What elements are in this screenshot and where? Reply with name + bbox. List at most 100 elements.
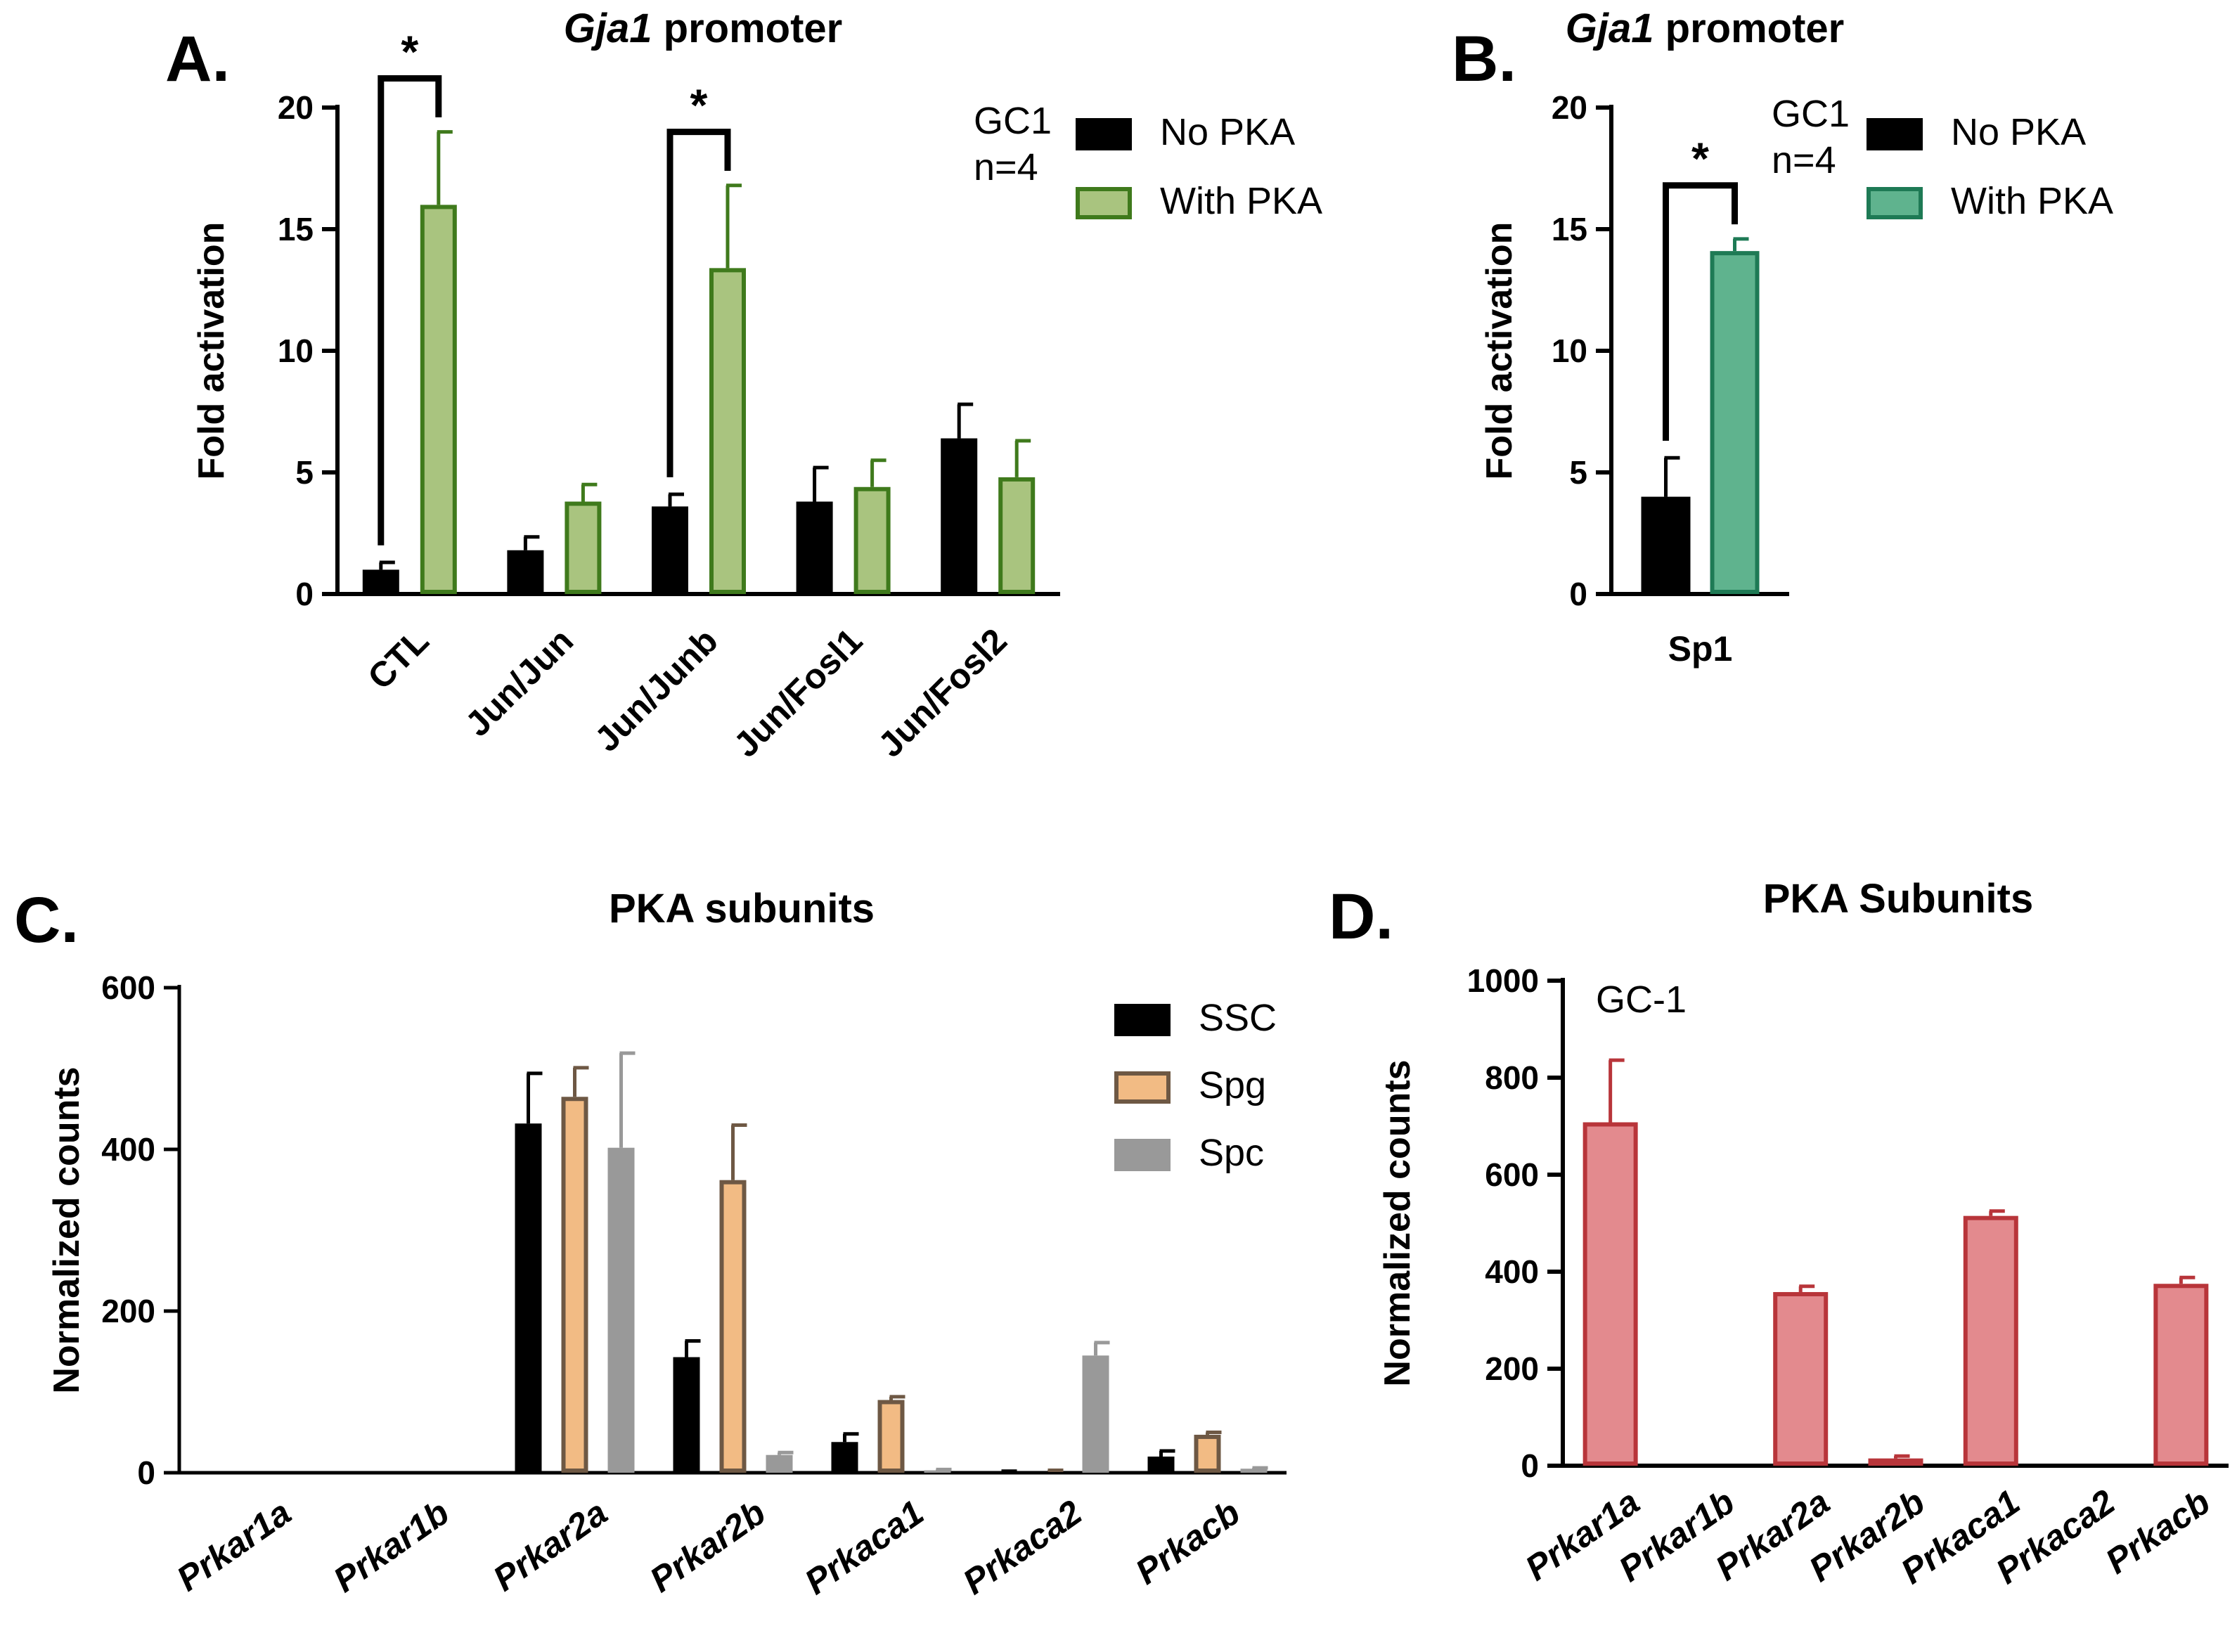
- y-tick-label: 600: [101, 969, 155, 1006]
- bar-ssc: [1147, 1457, 1175, 1473]
- significance-star: *: [401, 26, 418, 77]
- annotation-line: GC-1: [1596, 979, 1687, 1021]
- y-axis-label: Fold activation: [1479, 222, 1520, 480]
- bar-spg: [877, 1400, 905, 1473]
- bar-with-pka: [998, 477, 1036, 594]
- bar-spc: [607, 1147, 635, 1473]
- bar-no-pka: [652, 506, 688, 594]
- y-tick-label: 15: [278, 211, 314, 247]
- legend-swatch: [1114, 1004, 1171, 1036]
- bar-spg: [561, 1097, 588, 1473]
- chart-title: PKA subunits: [609, 886, 875, 931]
- bar-spc: [1240, 1469, 1268, 1473]
- bar-gc-1: [1868, 1458, 1923, 1466]
- significance-star: *: [1691, 134, 1709, 184]
- x-category-label: Prkar1a: [169, 1492, 297, 1599]
- y-tick-label: 10: [1552, 333, 1587, 369]
- panel-letter: B.: [1452, 23, 1516, 95]
- bar-no-pka: [507, 550, 544, 594]
- bar-with-pka: [420, 205, 457, 594]
- chart-title: PKA Subunits: [1763, 876, 2034, 922]
- significance-bracket: [378, 75, 442, 546]
- y-tick-label: 10: [278, 333, 314, 369]
- bar-ssc: [515, 1123, 542, 1473]
- bar-gc-1: [1773, 1291, 1829, 1466]
- annotation: GC-1: [1596, 979, 1687, 1021]
- bar-gc-1: [1582, 1122, 1638, 1466]
- significance-star: *: [690, 80, 708, 131]
- annotation-line: GC1: [974, 100, 1052, 142]
- x-category-label: Jun/Fosl1: [726, 621, 870, 765]
- legend-label: Spg: [1199, 1064, 1266, 1106]
- bar-spc: [766, 1454, 793, 1473]
- bar-spc: [924, 1470, 951, 1473]
- y-tick-label: 20: [278, 89, 314, 126]
- x-category-label: Jun/Junb: [587, 621, 726, 759]
- legend-swatch: [1076, 118, 1132, 150]
- y-axis-label: Normalized counts: [1377, 1059, 1418, 1386]
- y-axis-label: Normalized counts: [46, 1066, 87, 1393]
- bar-with-pka: [709, 268, 746, 594]
- title-italic: Gja1: [1566, 6, 1654, 51]
- bar-spc: [1082, 1355, 1109, 1473]
- title-rest: promoter: [1654, 6, 1845, 51]
- annotation: GC1 n=4: [974, 100, 1052, 188]
- bar-no-pka: [1641, 496, 1691, 594]
- bar-no-pka: [941, 438, 978, 594]
- panel-letter: A.: [165, 23, 230, 95]
- y-tick-label: 15: [1552, 211, 1587, 247]
- bar-no-pka: [362, 569, 399, 594]
- legend-label: No PKA: [1160, 111, 1295, 153]
- y-tick-label: 5: [295, 454, 314, 491]
- y-tick-label: 0: [137, 1454, 155, 1491]
- x-category-label: Prkar2b: [643, 1492, 773, 1600]
- legend-label: With PKA: [1951, 180, 2113, 222]
- panel-3: C. PKA subunits Normalized counts 0 200 400 60…: [14, 884, 1287, 1602]
- legend-swatch: [1076, 187, 1132, 219]
- panel-letter: C.: [14, 884, 79, 956]
- x-category-label: Sp1: [1668, 629, 1733, 669]
- x-category-label: Prkaca2: [956, 1492, 1089, 1602]
- panel-letter: D.: [1329, 881, 1393, 953]
- bar-ssc: [831, 1442, 858, 1473]
- legend-label: Spc: [1199, 1132, 1264, 1174]
- significance-bracket: [1663, 182, 1738, 441]
- legend-label: No PKA: [1951, 111, 2086, 153]
- legend-label: With PKA: [1160, 180, 1322, 222]
- bar-ssc: [673, 1357, 700, 1473]
- y-tick-label: 400: [101, 1131, 155, 1168]
- x-category-label: Prkar1b: [326, 1492, 456, 1600]
- x-category-label: Prkacb: [2099, 1482, 2217, 1582]
- legend-label: SSC: [1199, 997, 1277, 1039]
- y-tick-label: 0: [1521, 1447, 1539, 1484]
- legend-swatch: [1114, 1071, 1171, 1104]
- x-category-label: CTL: [360, 621, 436, 697]
- y-tick-label: 200: [1485, 1350, 1539, 1387]
- x-category-label: Prkaca1: [798, 1492, 931, 1602]
- bar-gc-1: [1963, 1215, 2018, 1466]
- legend-swatch: [1867, 118, 1923, 150]
- y-axis-label: Fold activation: [191, 222, 232, 480]
- y-tick-label: 1000: [1467, 962, 1539, 999]
- title-italic: Gja1: [564, 6, 652, 51]
- bar-spg: [719, 1180, 747, 1473]
- y-tick-label: 0: [295, 576, 314, 612]
- legend-swatch: [1867, 187, 1923, 219]
- x-category-label: Jun/Fosl2: [870, 621, 1014, 765]
- annotation-line: n=4: [1772, 139, 1836, 181]
- x-category-label: Prkar2a: [486, 1492, 614, 1599]
- y-tick-label: 200: [101, 1293, 155, 1329]
- bar-spg: [1194, 1434, 1221, 1473]
- bar-gc-1: [2153, 1284, 2209, 1466]
- y-tick-label: 20: [1552, 89, 1587, 126]
- bar-with-pka: [1710, 251, 1760, 594]
- legend-swatch: [1114, 1139, 1171, 1171]
- chart-title: Gja1 promoter: [1566, 6, 1844, 51]
- y-tick-label: 400: [1485, 1253, 1539, 1290]
- y-tick-label: 600: [1485, 1156, 1539, 1193]
- annotation-line: GC1: [1772, 93, 1850, 135]
- panel-2: B. Gja1 promoter Fold activation 0 5 10 15 20 Sp…: [1452, 6, 2113, 669]
- panel-4: D. PKA Subunits Normalized counts 0 200 400 60…: [1329, 876, 2229, 1592]
- title-rest: promoter: [652, 6, 843, 51]
